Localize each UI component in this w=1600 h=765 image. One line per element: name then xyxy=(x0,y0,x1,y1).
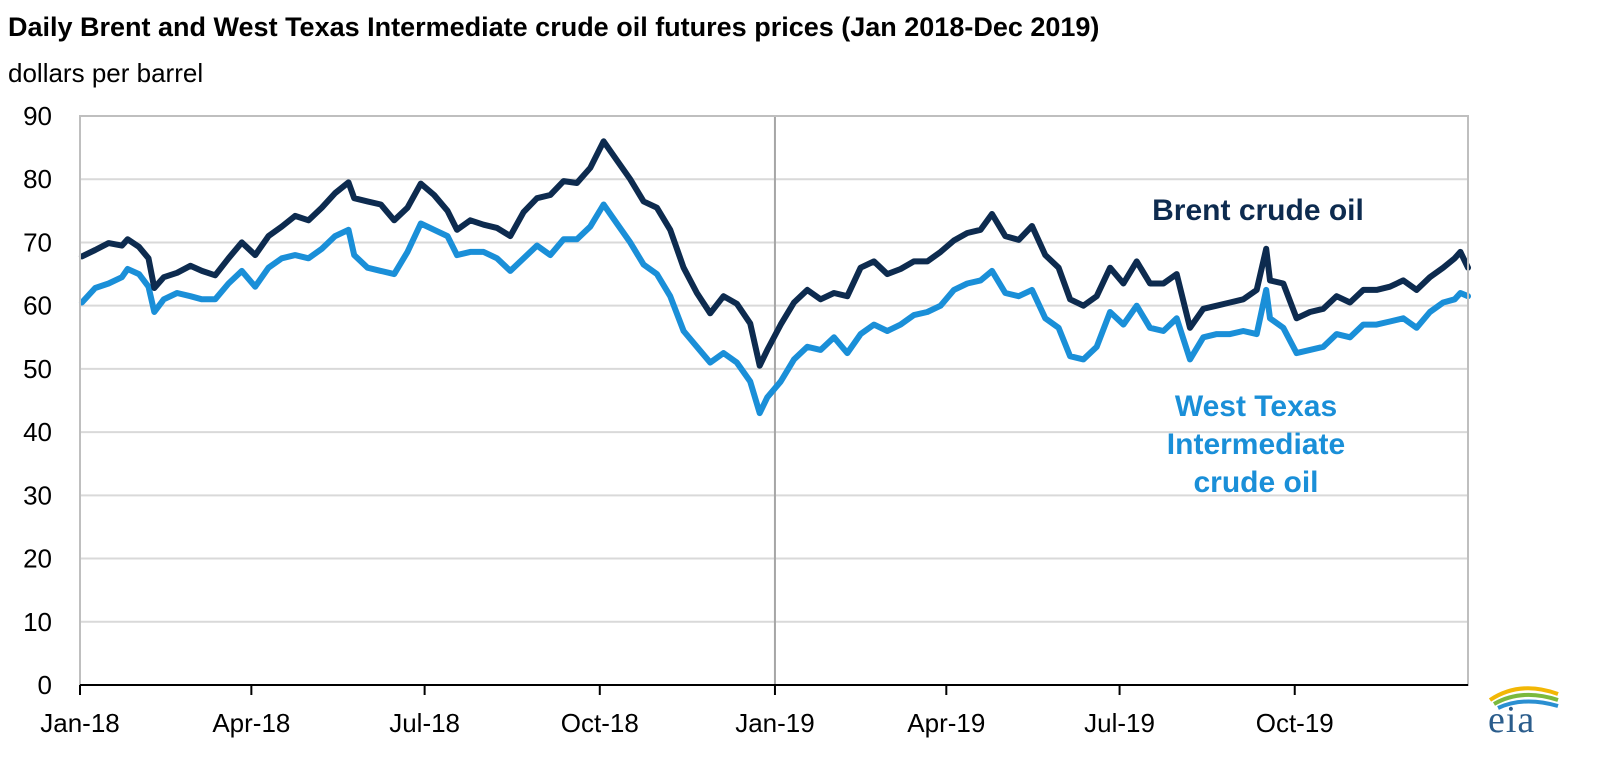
x-tick-label: Jan-18 xyxy=(40,708,120,738)
x-tick-label: Jul-18 xyxy=(389,708,460,738)
y-tick-label: 40 xyxy=(23,417,52,447)
series-line xyxy=(78,201,1471,417)
x-tick-label: Apr-19 xyxy=(907,708,985,738)
chart-title: Daily Brent and West Texas Intermediate … xyxy=(8,12,1100,42)
series-group xyxy=(78,138,1471,417)
y-tick-label: 70 xyxy=(23,227,52,257)
x-axis-ticks: Jan-18 Apr-18 Jul-18 Oct-18 Jan-19 Apr-19 Jul-… xyxy=(40,684,1468,738)
y-axis-ticks: 0 10 20 30 40 50 60 70 80 90 xyxy=(23,101,52,700)
wti-series-label-line-1: West Texas xyxy=(1175,390,1337,423)
wti-series-label-line-3: crude oil xyxy=(1193,466,1318,499)
y-tick-label: 80 xyxy=(23,164,52,194)
y-axis-unit-label: dollars per barrel xyxy=(8,58,204,88)
x-tick-label: Oct-19 xyxy=(1256,708,1334,738)
eia-logo: eia xyxy=(1488,699,1536,741)
x-tick-label: Jan-19 xyxy=(735,708,815,738)
x-tick-label: Apr-18 xyxy=(212,708,290,738)
y-tick-label: 90 xyxy=(23,101,52,131)
y-tick-label: 0 xyxy=(38,670,52,700)
brent-series-label: Brent crude oil xyxy=(1152,194,1364,227)
y-tick-label: 50 xyxy=(23,354,52,384)
y-tick-label: 60 xyxy=(23,291,52,321)
x-tick-label: Jul-19 xyxy=(1084,708,1155,738)
x-tick-label: Oct-18 xyxy=(561,708,639,738)
wti-series-label-line-2: Intermediate xyxy=(1167,428,1345,461)
y-tick-label: 10 xyxy=(23,607,52,637)
y-tick-label: 20 xyxy=(23,544,52,574)
series-line xyxy=(78,138,1471,369)
y-tick-label: 30 xyxy=(23,480,52,510)
eia-logo-swoosh-icon xyxy=(1488,686,1559,710)
